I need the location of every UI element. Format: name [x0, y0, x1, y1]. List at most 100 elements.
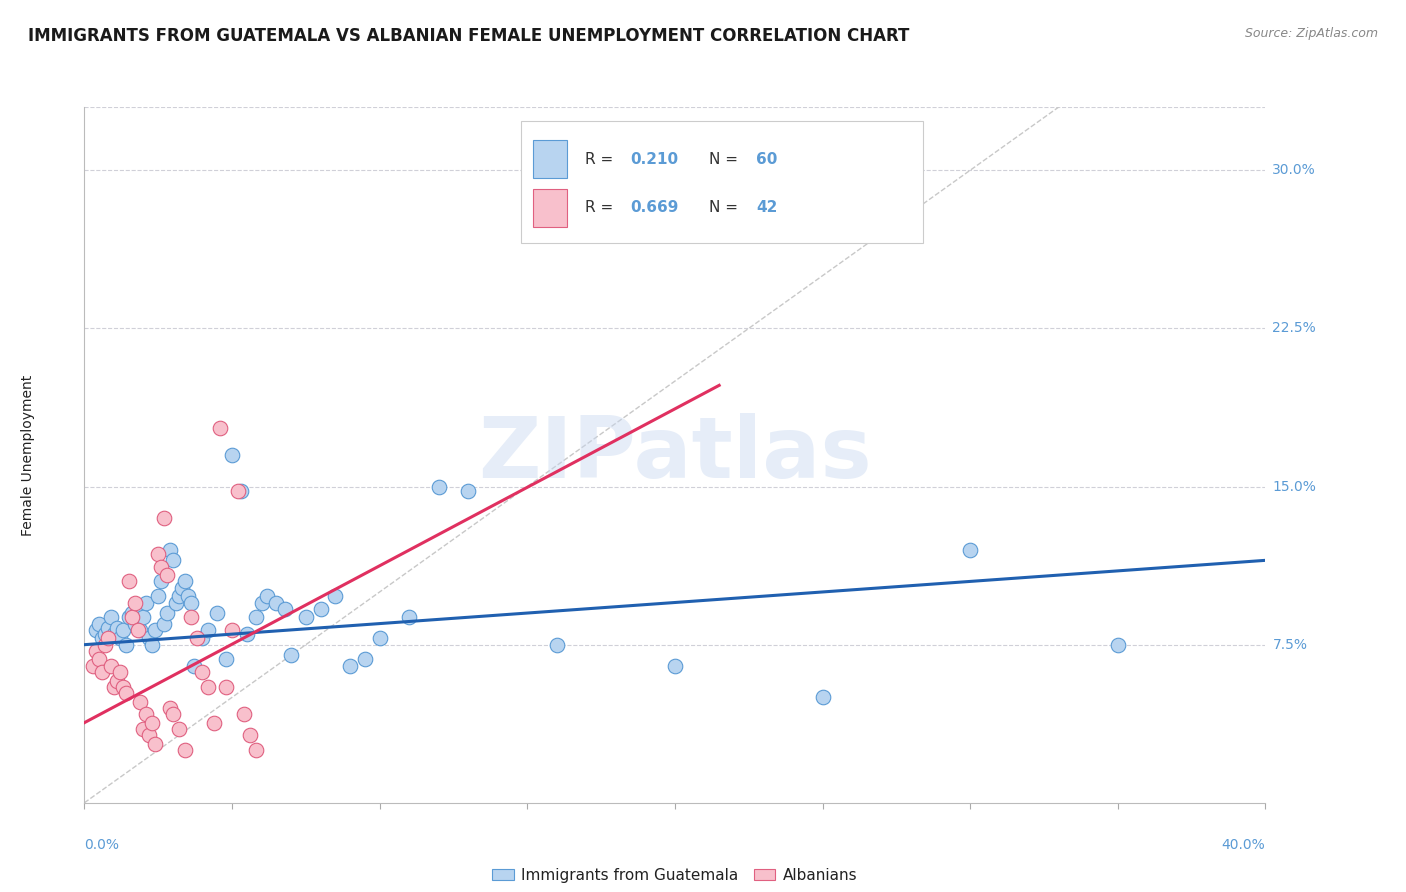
Point — [143, 737, 166, 751]
Text: 15.0%: 15.0% — [1272, 480, 1316, 493]
Point — [148, 547, 170, 561]
Point — [150, 574, 173, 589]
Point — [135, 707, 157, 722]
Point — [274, 602, 297, 616]
Text: 0.210: 0.210 — [630, 152, 678, 167]
Point — [245, 743, 267, 757]
Point — [180, 595, 202, 609]
Point — [309, 602, 332, 616]
Point — [108, 632, 131, 646]
Point — [173, 743, 195, 757]
Text: 60: 60 — [756, 152, 778, 167]
Point — [1107, 638, 1129, 652]
Point — [87, 616, 111, 631]
Point — [427, 479, 450, 493]
Point — [221, 448, 243, 462]
Point — [202, 715, 225, 730]
Point — [235, 627, 259, 641]
Point — [100, 610, 122, 624]
Point — [141, 715, 163, 730]
Text: IMMIGRANTS FROM GUATEMALA VS ALBANIAN FEMALE UNEMPLOYMENT CORRELATION CHART: IMMIGRANTS FROM GUATEMALA VS ALBANIAN FE… — [28, 27, 910, 45]
Point — [177, 589, 200, 603]
Point — [546, 638, 568, 652]
Point — [153, 616, 176, 631]
Point — [186, 632, 208, 646]
Point — [191, 665, 214, 679]
Point — [127, 623, 149, 637]
Point — [180, 610, 202, 624]
Point — [141, 638, 163, 652]
Point — [339, 658, 361, 673]
Point — [82, 658, 104, 673]
Point — [100, 658, 122, 673]
Point — [111, 680, 134, 694]
Point — [84, 644, 107, 658]
Point — [323, 589, 347, 603]
FancyBboxPatch shape — [522, 121, 922, 243]
Point — [118, 610, 141, 624]
Point — [143, 623, 166, 637]
Point — [118, 574, 141, 589]
Text: Female Unemployment: Female Unemployment — [21, 375, 35, 535]
Point — [148, 589, 170, 603]
Point — [959, 542, 981, 557]
Point — [170, 581, 193, 595]
Point — [103, 627, 125, 641]
Text: 22.5%: 22.5% — [1272, 321, 1316, 335]
Point — [368, 632, 391, 646]
Point — [124, 616, 146, 631]
Point — [84, 623, 107, 637]
Text: N =: N = — [709, 152, 742, 167]
Point — [97, 621, 120, 635]
Point — [121, 610, 143, 624]
Point — [256, 589, 278, 603]
Point — [229, 483, 252, 498]
Point — [138, 728, 160, 742]
Point — [114, 686, 136, 700]
Point — [111, 623, 134, 637]
Point — [197, 680, 219, 694]
Point — [94, 638, 117, 652]
Text: 7.5%: 7.5% — [1272, 638, 1308, 652]
Point — [156, 568, 179, 582]
Point — [191, 632, 214, 646]
Text: 0.669: 0.669 — [630, 201, 678, 216]
Point — [173, 574, 195, 589]
Point — [165, 595, 187, 609]
Point — [138, 632, 160, 646]
Point — [105, 621, 128, 635]
Point — [226, 483, 249, 498]
Text: R =: R = — [585, 152, 619, 167]
Legend: Immigrants from Guatemala, Albanians: Immigrants from Guatemala, Albanians — [486, 862, 863, 889]
Point — [129, 623, 152, 637]
Point — [153, 511, 176, 525]
Text: ZIPatlas: ZIPatlas — [478, 413, 872, 497]
Point — [209, 420, 232, 434]
Point — [162, 553, 184, 567]
Point — [354, 652, 377, 666]
Point — [91, 665, 114, 679]
Point — [91, 632, 114, 646]
Point — [156, 606, 179, 620]
Point — [264, 595, 288, 609]
Point — [457, 483, 479, 498]
Point — [162, 707, 184, 722]
Point — [197, 623, 219, 637]
Text: N =: N = — [709, 201, 742, 216]
Point — [215, 652, 238, 666]
Point — [167, 722, 190, 736]
Point — [205, 606, 228, 620]
Text: R =: R = — [585, 201, 619, 216]
Text: 40.0%: 40.0% — [1222, 838, 1265, 853]
Point — [150, 559, 173, 574]
Text: 30.0%: 30.0% — [1272, 163, 1316, 178]
Point — [105, 673, 128, 688]
Point — [239, 728, 262, 742]
Point — [250, 595, 273, 609]
Point — [159, 542, 181, 557]
Point — [103, 680, 125, 694]
Point — [664, 658, 686, 673]
Point — [108, 665, 131, 679]
Text: 42: 42 — [756, 201, 778, 216]
Point — [124, 595, 146, 609]
